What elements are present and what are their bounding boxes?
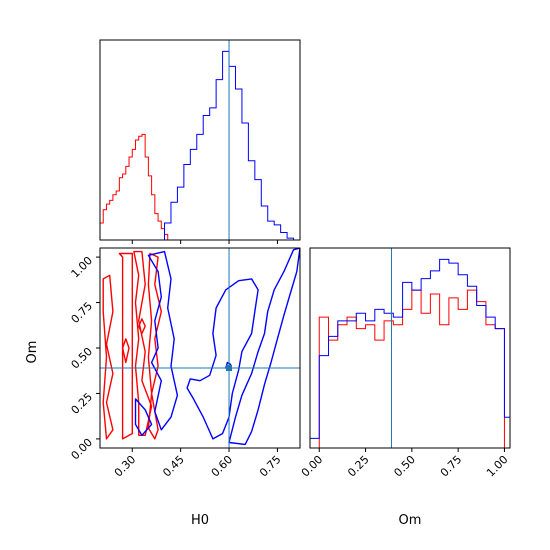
contour-x-tick-label-2: 0.60 <box>209 453 236 480</box>
contour-y-tick-label-4: 1.00 <box>69 254 96 281</box>
histogram-panel-h0 <box>99 39 301 244</box>
contour-red-5 <box>138 318 146 335</box>
hist-om-x-tick-label-3: 0.75 <box>438 453 465 480</box>
x-axis-label-h0: H0 <box>191 513 209 528</box>
hist-om-x-tick-label-1: 0.25 <box>345 453 372 480</box>
hist-h0-series-red <box>99 133 169 240</box>
contour-x-tick-label-0: 0.30 <box>112 453 139 480</box>
histogram-panel-om: 0.00 0.25 0.50 0.75 1.00 <box>299 247 511 480</box>
contour-y-tick-label-2: 0.50 <box>69 345 96 372</box>
hist-om-x-tick-label-2: 0.50 <box>391 453 418 480</box>
contour-red-1 <box>133 250 153 436</box>
contour-blue-3 <box>228 248 300 446</box>
contour-x-tick-label-1: 0.45 <box>160 453 187 480</box>
x-axis-label-om: Om <box>399 513 422 528</box>
contour-panel-h0-om: 0.30 0.45 0.60 0.75 0.00 0.25 0.50 0.75 1.00 <box>69 247 301 480</box>
truth-marker <box>226 365 233 371</box>
contour-y-tick-label-1: 0.25 <box>69 390 96 417</box>
hist-om-series-red <box>318 289 505 448</box>
contour-lines <box>102 248 300 446</box>
contour-y-tick-label-3: 0.75 <box>69 299 96 326</box>
hist-om-x-tick-label-0: 0.00 <box>299 453 326 480</box>
hist-om-series-blue <box>309 258 511 448</box>
hist-om-frame <box>309 247 511 449</box>
contour-y-tick-label-0: 0.00 <box>69 436 96 463</box>
contour-blue-1 <box>134 398 153 436</box>
y-axis-label-om: Om <box>25 341 40 364</box>
hist-h0-frame <box>99 39 301 241</box>
contour-red-0 <box>118 252 133 440</box>
contour-x-tick-label-3: 0.75 <box>257 453 284 480</box>
hist-om-x-tick-label-4: 1.00 <box>484 453 511 480</box>
contour-blue-0 <box>147 250 179 431</box>
contour-red-4 <box>121 338 130 364</box>
contour-frame <box>99 247 301 449</box>
contour-blue-2 <box>186 278 259 440</box>
contour-red-2 <box>147 252 162 440</box>
contour-red-3 <box>102 274 114 440</box>
